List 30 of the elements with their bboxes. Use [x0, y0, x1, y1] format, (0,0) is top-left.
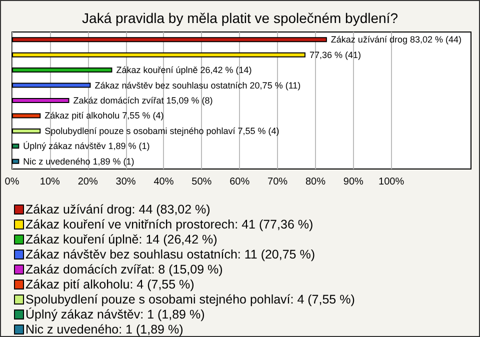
legend-label: Zákaz kouření ve vnitřních prostorech: 41 (77,36 %) — [26, 218, 314, 232]
x-tick-label: 100% — [378, 176, 404, 188]
x-tick-label: 50% — [192, 176, 212, 188]
legend-label: Zákaz užívání drog: 44 (83,02 %) — [26, 202, 210, 216]
data-label: Zákaz pití alkoholu 7,55 % (4) — [44, 110, 164, 121]
x-tick-label: 80% — [305, 176, 326, 188]
legend-label: Zákaz návštěv bez souhlasu ostatních: 11 (20,75 %) — [26, 248, 316, 262]
data-label: Zakáz domácích zvířat 15,09 % (8) — [73, 96, 213, 106]
x-tick-label: 70% — [268, 176, 288, 188]
x-tick-label: 90% — [343, 176, 364, 188]
legend-label: Zákaz kouření úplně: 14 (26,42 %) — [26, 232, 218, 246]
data-label: Spolubydlení pouze s osobami stejného pohlaví 7,55 % (4) — [44, 126, 280, 136]
data-label: Nic z uvedeného 1,89 % (1) — [23, 156, 134, 166]
x-tick-label: 40% — [154, 176, 174, 188]
data-label: Zákaz kouření úplně 26,42 % (14) — [116, 65, 252, 76]
x-tick-label: 30% — [116, 176, 136, 188]
x-tick-label: 20% — [78, 176, 98, 188]
data-label: Zákaz návštěv bez souhlasu ostatních 20,75 % (11) — [94, 80, 301, 90]
legend-label: Spolubydlení pouze s osobami stejného pohlaví: 4 (7,55 %) — [26, 292, 355, 306]
legend-label: Úplný zákaz návštěv: 1 (1,89 %) — [26, 308, 205, 322]
legend-label: Zákaz pití alkoholu: 4 (7,55 %) — [26, 278, 194, 292]
legend-label: Zakáz domácích zvířat: 8 (15,09 %) — [26, 262, 223, 276]
x-tick-label: 10% — [40, 176, 60, 188]
x-tick-label: 0% — [4, 176, 20, 188]
data-label: 77,36 % (41) — [309, 50, 361, 60]
chart-title: Jaká pravidla by měla platit ve společném bydlení? — [82, 10, 398, 26]
legend-label: Nic z uvedeného: 1 (1,89 %) — [26, 322, 184, 336]
data-label: Úplný zákaz návštěv 1,89 % (1) — [23, 141, 150, 152]
x-tick-label: 60% — [230, 176, 250, 188]
data-label: Zákaz užívání drog 83,02 % (44) — [330, 34, 462, 45]
